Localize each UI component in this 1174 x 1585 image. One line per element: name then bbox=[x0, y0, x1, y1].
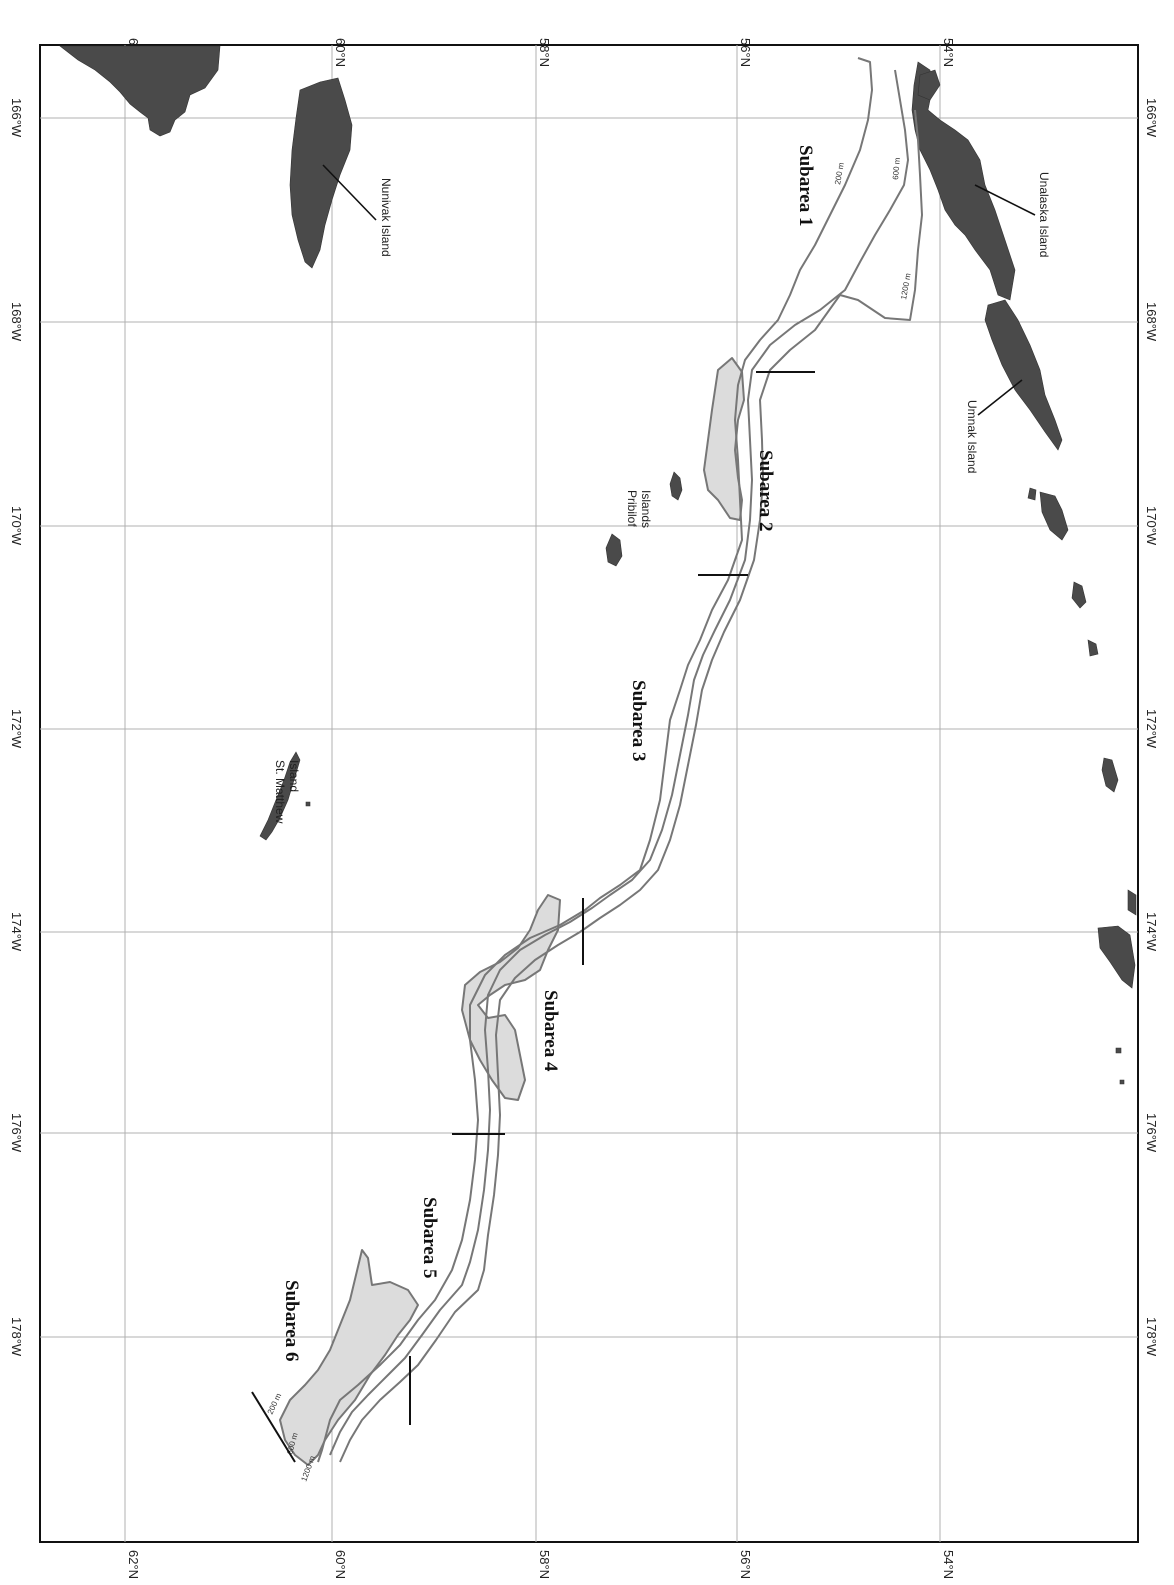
label-nunivak-island: Nunivak Island bbox=[379, 178, 393, 257]
label-unalaska-island: Unalaska Island bbox=[1037, 172, 1051, 257]
lon-label: 172°W bbox=[9, 709, 24, 749]
alaska-mainland bbox=[59, 45, 221, 137]
label-umnak-island: Umnak Island bbox=[965, 400, 979, 473]
contour-600m bbox=[329, 69, 909, 1456]
depth-label-600: 600 m bbox=[891, 157, 902, 180]
islet bbox=[1127, 889, 1137, 916]
st-matthew-line: St. Matthew bbox=[273, 760, 287, 824]
label-st-matthew-island: St. Matthew Island bbox=[273, 760, 301, 827]
lat-label: 62°N bbox=[126, 1550, 141, 1579]
umnak-island bbox=[984, 299, 1063, 451]
subarea-6-shelf bbox=[279, 1249, 419, 1466]
lat-label: 54°N bbox=[941, 38, 956, 67]
leader-umnak bbox=[977, 379, 1023, 416]
lat-label: 54°N bbox=[941, 1550, 956, 1579]
land-masses bbox=[59, 45, 1137, 1085]
lat-label: 60°N bbox=[333, 1550, 348, 1579]
depth-label-200: 200 m bbox=[266, 1392, 284, 1416]
depth-contours bbox=[317, 57, 923, 1463]
subarea-boundaries bbox=[251, 371, 815, 1463]
lon-label: 176°W bbox=[9, 1113, 24, 1153]
lon-label: 176°W bbox=[1144, 1113, 1159, 1153]
pribilof-line: Pribilof bbox=[625, 490, 639, 527]
island-labels: Nunivak Island Unalaska Island Umnak Isl… bbox=[273, 172, 1051, 827]
lat-label: 58°N bbox=[537, 1550, 552, 1579]
lon-labels-right: 166°W 168°W 170°W 172°W 174°W 176°W 178°… bbox=[1144, 98, 1159, 1357]
st-matthew-island bbox=[259, 751, 301, 841]
label-subarea-2: Subarea 2 bbox=[755, 450, 776, 531]
graticule bbox=[40, 45, 1138, 1542]
depth-label-1200: 1200 m bbox=[899, 272, 913, 300]
islet bbox=[1071, 581, 1087, 609]
subarea-labels: Subarea 1 Subarea 2 Subarea 3 Subarea 4 … bbox=[281, 145, 816, 1361]
lon-label: 174°W bbox=[1144, 912, 1159, 952]
contour-200m bbox=[317, 57, 873, 1463]
lon-label: 168°W bbox=[9, 302, 24, 342]
lat-label: 60°N bbox=[333, 38, 348, 67]
boundary-6-west bbox=[251, 1391, 296, 1463]
unalaska-island bbox=[911, 61, 1016, 301]
leader-nunivak bbox=[322, 164, 377, 221]
label-subarea-4: Subarea 4 bbox=[540, 990, 561, 1072]
islet bbox=[305, 801, 311, 807]
lon-label: 166°W bbox=[1144, 98, 1159, 138]
st-matthew-line: Island bbox=[287, 760, 301, 792]
map-frame bbox=[39, 44, 1139, 1543]
depth-label-200: 200 m bbox=[833, 162, 846, 186]
leader-unalaska bbox=[974, 184, 1036, 216]
lon-label: 170°W bbox=[1144, 506, 1159, 546]
lon-label: 174°W bbox=[9, 912, 24, 952]
islet bbox=[1119, 1079, 1125, 1085]
akutan-island bbox=[917, 69, 941, 101]
lat-labels-top: 62°N 60°N 58°N 56°N 54°N bbox=[126, 38, 956, 67]
leader-lines bbox=[322, 164, 1036, 416]
label-subarea-1: Subarea 1 bbox=[795, 145, 816, 226]
pribilof-st-paul bbox=[669, 471, 683, 501]
lon-label: 178°W bbox=[9, 1317, 24, 1357]
pribilof-line: Islands bbox=[639, 490, 653, 528]
lon-label: 166°W bbox=[9, 98, 24, 138]
lon-label: 168°W bbox=[1144, 302, 1159, 342]
lat-label: 58°N bbox=[537, 38, 552, 67]
label-subarea-3: Subarea 3 bbox=[628, 680, 649, 761]
lat-labels-bottom: 62°N 60°N 58°N 56°N 54°N bbox=[126, 1550, 956, 1579]
lat-label: 56°N bbox=[738, 38, 753, 67]
lon-label: 172°W bbox=[1144, 709, 1159, 749]
pribilof-st-george bbox=[605, 533, 623, 567]
slope-areas bbox=[279, 357, 745, 1466]
lat-label: 56°N bbox=[738, 1550, 753, 1579]
lon-label: 178°W bbox=[1144, 1317, 1159, 1357]
islet bbox=[1039, 491, 1069, 541]
contour-1200m bbox=[339, 109, 923, 1463]
islet bbox=[1097, 925, 1136, 989]
islet bbox=[1101, 757, 1119, 793]
label-pribilof-islands: Pribilof Islands bbox=[625, 490, 653, 530]
lon-labels-left: 166°W 168°W 170°W 172°W 174°W 176°W 178°… bbox=[9, 98, 24, 1357]
lon-label: 170°W bbox=[9, 506, 24, 546]
label-subarea-6: Subarea 6 bbox=[281, 1280, 302, 1361]
label-subarea-5: Subarea 5 bbox=[419, 1197, 440, 1278]
islet bbox=[1027, 487, 1037, 501]
islet bbox=[1087, 639, 1099, 657]
islet bbox=[1115, 1047, 1122, 1054]
nunivak-island bbox=[289, 77, 353, 269]
